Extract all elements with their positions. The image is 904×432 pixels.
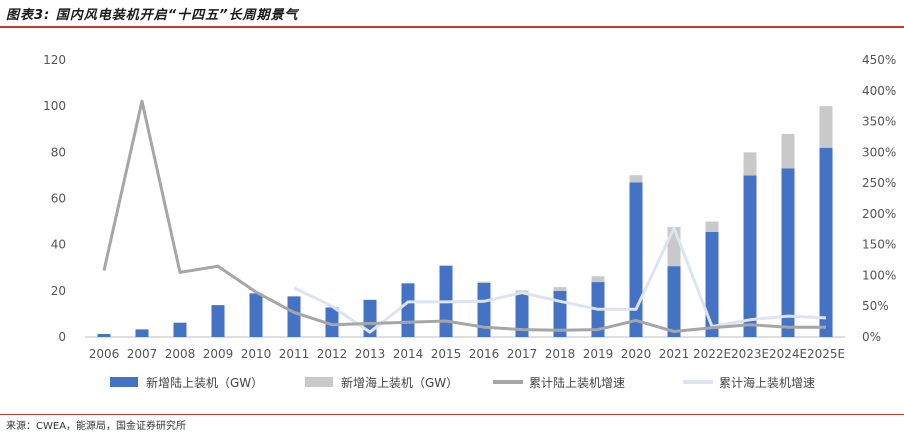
y-right-tick-label: 50% [862,299,889,313]
bar-offshore [820,106,833,148]
legend-label: 新增陆上装机（GW） [146,375,263,390]
bar-onshore [820,148,833,337]
bar-offshore [554,287,567,291]
bar-onshore [630,182,643,337]
y-right-tick-label: 400% [862,84,896,98]
bar-offshore [478,282,491,283]
y-left-tick-label: 80 [51,145,66,159]
x-tick-label: 2013 [355,347,386,361]
y-right-tick-label: 100% [862,268,896,282]
legend-swatch [305,377,333,387]
x-tick-label: 2014 [393,347,424,361]
bar-offshore [440,265,453,266]
bar-onshore [706,232,719,337]
x-tick-label: 2016 [469,347,500,361]
bar-onshore [782,168,795,337]
y-right-tick-label: 200% [862,207,896,221]
bar-onshore [212,305,225,337]
y-right-tick-label: 250% [862,176,896,190]
bar-onshore [98,334,111,337]
bar-onshore [668,266,681,337]
bar-offshore [592,276,605,282]
x-tick-label: 2018 [545,347,576,361]
bar-offshore [782,134,795,169]
x-tick-label: 2008 [165,347,196,361]
bar-offshore [706,222,719,232]
y-left-tick-label: 60 [51,192,66,206]
x-tick-label: 2017 [507,347,538,361]
bar-onshore [744,175,757,337]
x-tick-label: 2024E [769,347,807,361]
x-tick-label: 2019 [583,347,614,361]
y-right-tick-label: 350% [862,115,896,129]
y-left-tick-label: 100 [43,99,66,113]
y-right-tick-label: 0% [862,330,881,344]
x-tick-label: 2007 [127,347,158,361]
y-left-tick-label: 20 [51,284,66,298]
x-tick-label: 2015 [431,347,462,361]
x-tick-label: 2012 [317,347,348,361]
x-tick-label: 2021 [659,347,690,361]
y-right-tick-label: 450% [862,53,896,67]
wind-capacity-chart: 0 20 40 60 80 100 120 0% 50% 100% 150% 200% 250% 300%… [0,0,904,414]
source-divider [0,414,904,415]
x-tick-label: 2006 [89,347,120,361]
bar-onshore [402,283,415,337]
legend-label: 新增海上装机（GW） [341,375,458,390]
legend-label: 累计陆上装机增速 [529,375,625,390]
legend-swatch [110,377,138,387]
y-right-tick-label: 150% [862,238,896,252]
source-note: 来源：CWEA，能源局，国金证券研究所 [6,417,186,432]
bar-offshore [668,227,681,266]
bar-offshore [744,152,757,175]
bar-offshore [630,175,643,182]
x-tick-label: 2023E [731,347,769,361]
x-tick-label: 2010 [241,347,272,361]
legend-label: 累计海上装机增速 [719,375,815,390]
bar-onshore [288,296,301,337]
bar-onshore [174,323,187,337]
bar-onshore [136,329,149,337]
x-tick-label: 2025E [807,347,845,361]
x-tick-label: 2011 [279,347,310,361]
x-tick-label: 2020 [621,347,652,361]
y-left-tick-label: 40 [51,238,66,252]
y-right-tick-label: 300% [862,145,896,159]
y-left-tick-label: 0 [58,330,66,344]
x-tick-label: 2022E [693,347,731,361]
bar-onshore [250,293,263,337]
x-tick-label: 2009 [203,347,234,361]
y-left-tick-label: 120 [43,53,66,67]
